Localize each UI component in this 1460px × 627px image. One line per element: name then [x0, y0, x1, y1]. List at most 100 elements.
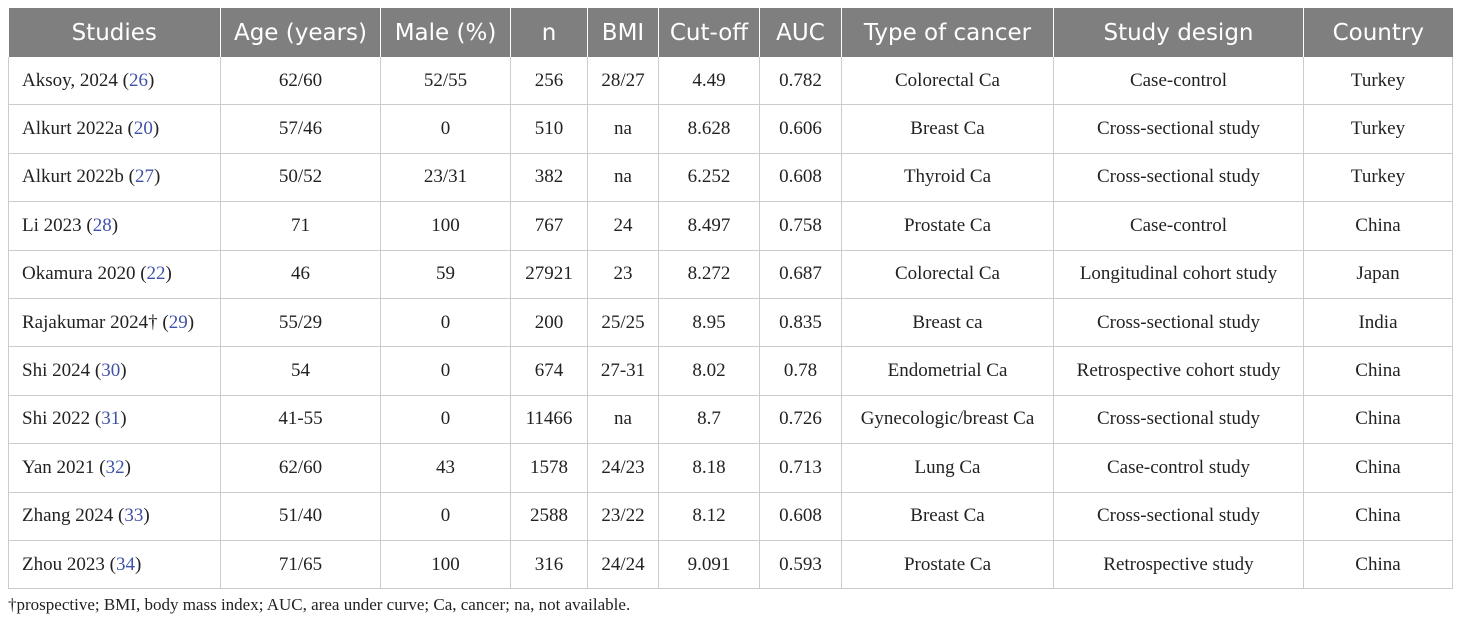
cutoff-cell: 8.02: [658, 346, 760, 396]
reference-link[interactable]: 30: [101, 360, 121, 382]
n-cell: 674: [510, 346, 588, 396]
n-cell: 27921: [510, 250, 588, 299]
reference-link[interactable]: 29: [168, 311, 188, 333]
cutoff-cell: 4.49: [658, 57, 760, 106]
header-cancer-type: Type of cancer: [841, 8, 1054, 57]
n-cell: 382: [510, 153, 588, 203]
study-name: Alkurt 2022a: [22, 118, 123, 140]
cancer-type-cell: Colorectal Ca: [841, 250, 1054, 299]
male-cell: 52/55: [380, 57, 511, 106]
study-cell: Shi 2024 (30): [8, 346, 221, 396]
bmi-cell: na: [587, 153, 659, 203]
table-row: Alkurt 2022a (20) 57/46 0 510 na 8.628 0.606 Br…: [8, 104, 1453, 154]
n-cell: 256: [510, 57, 588, 106]
country-cell: Japan: [1303, 250, 1453, 299]
bmi-cell: na: [587, 104, 659, 154]
auc-cell: 0.687: [759, 250, 842, 299]
male-cell: 23/31: [380, 153, 511, 203]
reference-link[interactable]: 32: [105, 456, 125, 478]
header-bmi: BMI: [587, 8, 659, 57]
age-cell: 46: [220, 250, 381, 299]
cutoff-cell: 8.95: [658, 298, 760, 348]
study-name: Shi 2024: [22, 360, 91, 382]
bmi-cell: 24/23: [587, 443, 659, 493]
cutoff-cell: 8.272: [658, 250, 760, 299]
study-cell: Zhou 2023 (34): [8, 540, 221, 590]
header-study-design: Study design: [1053, 8, 1304, 57]
reference-link[interactable]: 20: [133, 118, 153, 140]
age-cell: 62/60: [220, 443, 381, 493]
header-row: Studies Age (years) Male (%) n BMI Cut-o…: [8, 8, 1453, 57]
age-cell: 41-55: [220, 395, 381, 445]
reference-link[interactable]: 28: [92, 214, 112, 236]
male-cell: 0: [380, 492, 511, 541]
male-cell: 43: [380, 443, 511, 493]
cutoff-cell: 8.628: [658, 104, 760, 154]
male-cell: 100: [380, 540, 511, 590]
reference-link[interactable]: 22: [146, 263, 166, 285]
header-age: Age (years): [220, 8, 381, 57]
male-cell: 0: [380, 104, 511, 154]
study-design-cell: Case-control: [1053, 201, 1304, 251]
study-cell: Rajakumar 2024† (29): [8, 298, 221, 348]
auc-cell: 0.606: [759, 104, 842, 154]
bmi-cell: 24/24: [587, 540, 659, 590]
study-design-cell: Cross-sectional study: [1053, 395, 1304, 445]
study-design-cell: Case-control: [1053, 57, 1304, 106]
bmi-cell: na: [587, 395, 659, 445]
auc-cell: 0.758: [759, 201, 842, 251]
reference-link[interactable]: 34: [115, 553, 135, 575]
age-cell: 51/40: [220, 492, 381, 541]
table-row: Zhang 2024 (33) 51/40 0 2588 23/22 8.12 0.608 B…: [8, 492, 1453, 541]
age-cell: 50/52: [220, 153, 381, 203]
table-header: Studies Age (years) Male (%) n BMI Cut-o…: [8, 8, 1453, 57]
reference-link[interactable]: 26: [128, 69, 148, 91]
age-cell: 54: [220, 346, 381, 396]
cancer-type-cell: Thyroid Ca: [841, 153, 1054, 203]
study-design-cell: Case-control study: [1053, 443, 1304, 493]
study-cell: Yan 2021 (32): [8, 443, 221, 493]
table-row: Shi 2022 (31) 41-55 0 11466 na 8.7 0.726 Gyneco…: [8, 395, 1453, 445]
study-name: Yan 2021: [22, 456, 95, 478]
study-cell: Okamura 2020 (22): [8, 250, 221, 299]
cancer-type-cell: Gynecologic/breast Ca: [841, 395, 1054, 445]
auc-cell: 0.835: [759, 298, 842, 348]
male-cell: 0: [380, 346, 511, 396]
study-name: Shi 2022: [22, 408, 91, 430]
study-design-cell: Cross-sectional study: [1053, 153, 1304, 203]
cancer-type-cell: Prostate Ca: [841, 540, 1054, 590]
n-cell: 200: [510, 298, 588, 348]
male-cell: 100: [380, 201, 511, 251]
n-cell: 2588: [510, 492, 588, 541]
table-body: Aksoy, 2024 (26) 62/60 52/55 256 28/27 4.49 0.…: [8, 57, 1453, 590]
age-cell: 71: [220, 201, 381, 251]
table-row: Alkurt 2022b (27) 50/52 23/31 382 na 6.252 0.6…: [8, 153, 1453, 203]
country-cell: China: [1303, 540, 1453, 590]
auc-cell: 0.593: [759, 540, 842, 590]
country-cell: China: [1303, 201, 1453, 251]
cutoff-cell: 9.091: [658, 540, 760, 590]
reference-link[interactable]: 31: [101, 408, 121, 430]
n-cell: 510: [510, 104, 588, 154]
country-cell: Turkey: [1303, 104, 1453, 154]
auc-cell: 0.782: [759, 57, 842, 106]
study-design-cell: Longitudinal cohort study: [1053, 250, 1304, 299]
cutoff-cell: 8.12: [658, 492, 760, 541]
bmi-cell: 23: [587, 250, 659, 299]
cancer-type-cell: Lung Ca: [841, 443, 1054, 493]
reference-link[interactable]: 33: [124, 505, 144, 527]
country-cell: China: [1303, 492, 1453, 541]
bmi-cell: 24: [587, 201, 659, 251]
n-cell: 11466: [510, 395, 588, 445]
country-cell: India: [1303, 298, 1453, 348]
cutoff-cell: 8.7: [658, 395, 760, 445]
auc-cell: 0.608: [759, 153, 842, 203]
table-row: Shi 2024 (30) 54 0 674 27-31 8.02 0.78 Endometr…: [8, 346, 1453, 396]
auc-cell: 0.78: [759, 346, 842, 396]
reference-link[interactable]: 27: [134, 166, 154, 188]
age-cell: 71/65: [220, 540, 381, 590]
study-name: Alkurt 2022b: [22, 166, 124, 188]
study-name: Aksoy, 2024: [22, 69, 118, 91]
age-cell: 55/29: [220, 298, 381, 348]
cancer-type-cell: Colorectal Ca: [841, 57, 1054, 106]
